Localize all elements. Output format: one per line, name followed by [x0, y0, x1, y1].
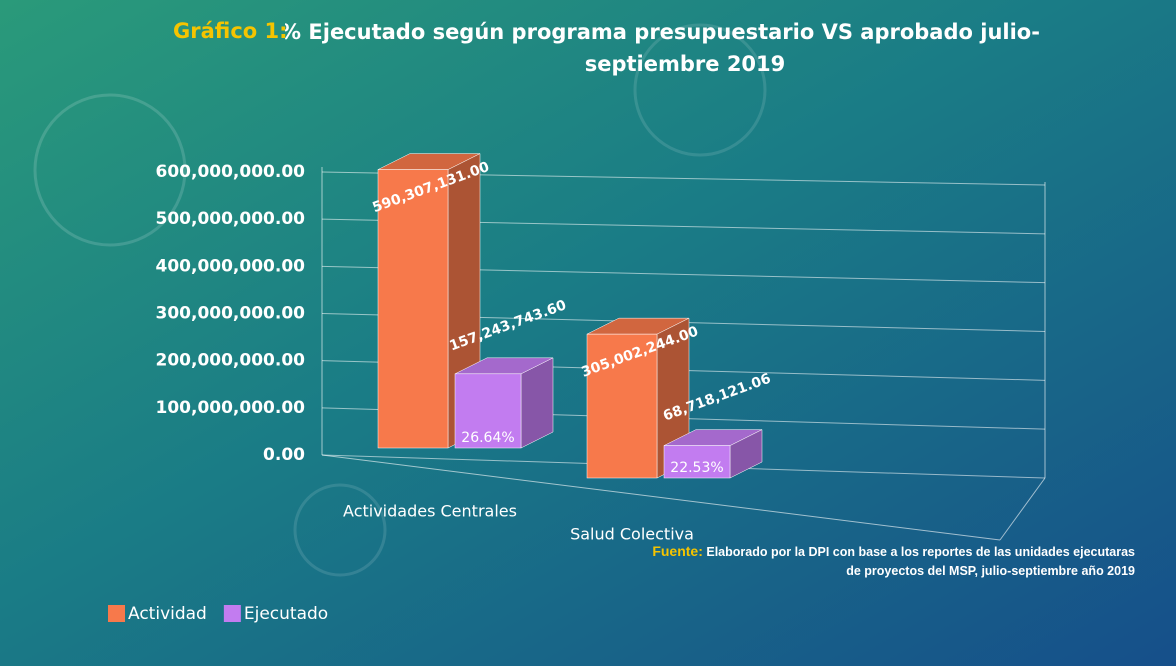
source-label: Fuente:	[652, 543, 703, 559]
percent-label: 22.53%	[670, 460, 723, 476]
legend-label: Ejecutado	[244, 604, 328, 624]
title-box: % Ejecutado según programa presupuestari…	[285, 16, 1085, 86]
legend-label: Actividad	[128, 604, 207, 624]
y-tick-label: 100,000,000.00	[156, 398, 306, 418]
page: Gráfico 1: % Ejecutado según programa pr…	[0, 0, 1176, 666]
source-text: Elaborado por la DPI con base a los repo…	[706, 545, 1135, 578]
legend-swatch	[224, 605, 241, 622]
x-tick-label: Salud Colectiva	[570, 525, 694, 544]
y-tick-label: 500,000,000.00	[156, 209, 306, 229]
slide: Gráfico 1: % Ejecutado según programa pr…	[0, 0, 1176, 666]
x-tick-label: Actividades Centrales	[343, 502, 517, 521]
legend-swatch	[108, 605, 125, 622]
y-tick-label: 0.00	[263, 445, 305, 465]
y-tick-label: 400,000,000.00	[156, 256, 306, 276]
title-prefix: Gráfico 1:	[173, 19, 288, 43]
percent-label: 26.64%	[461, 430, 514, 446]
chart-title: % Ejecutado según programa presupuestari…	[285, 16, 1085, 80]
y-tick-label: 200,000,000.00	[156, 351, 306, 371]
y-tick-label: 600,000,000.00	[156, 162, 306, 182]
y-tick-label: 300,000,000.00	[156, 304, 306, 324]
source-note: Fuente: Elaborado por la DPI con base a …	[640, 542, 1135, 581]
